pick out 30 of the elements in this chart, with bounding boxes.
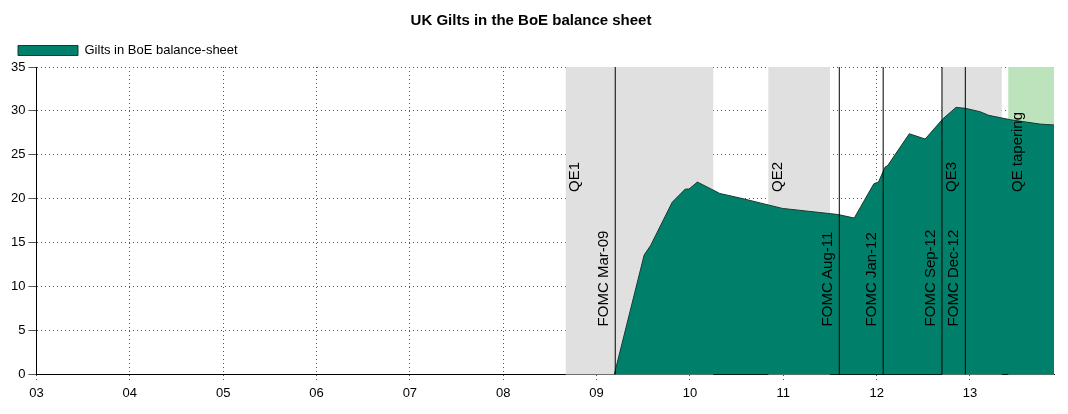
band-label: QE tapering bbox=[1007, 111, 1025, 192]
x-tick-label: 10 bbox=[682, 384, 698, 400]
ref-line-label: FOMC Jan-12 bbox=[861, 232, 879, 327]
band-label: QE2 bbox=[767, 161, 785, 192]
x-tick-label: 07 bbox=[402, 384, 418, 400]
ref-line-label: FOMC Dec-12 bbox=[943, 229, 961, 327]
y-tick-label: 20 bbox=[10, 190, 26, 206]
ref-line-label: FOMC Sep-12 bbox=[920, 229, 938, 327]
band-label: QE3 bbox=[941, 161, 959, 192]
ref-line-label: FOMC Mar-09 bbox=[593, 230, 611, 327]
y-tick-label: 10 bbox=[10, 278, 26, 294]
band-label: QE1 bbox=[565, 161, 583, 192]
ref-line-label: FOMC Aug-11 bbox=[817, 231, 835, 327]
x-tick-label: 12 bbox=[869, 384, 884, 400]
x-tick-label: 05 bbox=[215, 384, 231, 400]
y-tick-label: 30 bbox=[10, 102, 26, 118]
chart-title: UK Gilts in the BoE balance sheet bbox=[410, 11, 652, 29]
y-tick-label: 25 bbox=[10, 146, 26, 162]
y-tick-label: 15 bbox=[10, 234, 26, 250]
x-tick-label: 03 bbox=[29, 384, 44, 400]
y-tick-label: 5 bbox=[18, 322, 26, 338]
x-tick-label: 13 bbox=[962, 384, 978, 400]
x-tick-label: 04 bbox=[122, 384, 138, 400]
x-tick-label: 09 bbox=[589, 384, 604, 400]
y-tick-label: 0 bbox=[18, 365, 26, 381]
y-tick-label: 35 bbox=[10, 58, 26, 74]
x-tick-label: 08 bbox=[495, 384, 511, 400]
x-tick-label: 11 bbox=[776, 384, 791, 400]
legend-label: Gilts in BoE balance-sheet bbox=[84, 42, 239, 58]
x-tick-label: 06 bbox=[309, 384, 324, 400]
